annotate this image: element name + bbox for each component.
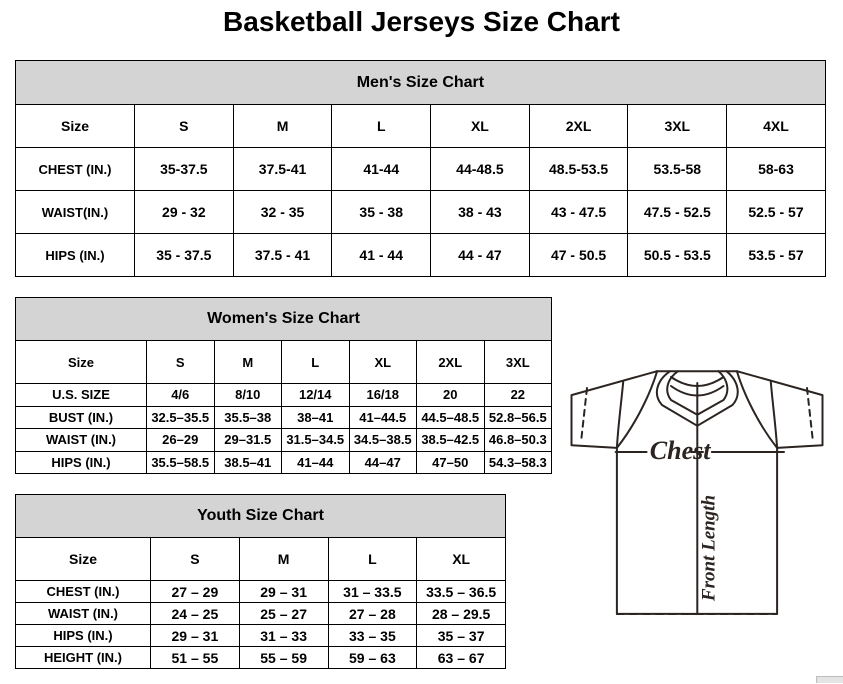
svg-text:Chest: Chest — [650, 436, 711, 465]
svg-text:Front Length: Front Length — [698, 495, 719, 602]
